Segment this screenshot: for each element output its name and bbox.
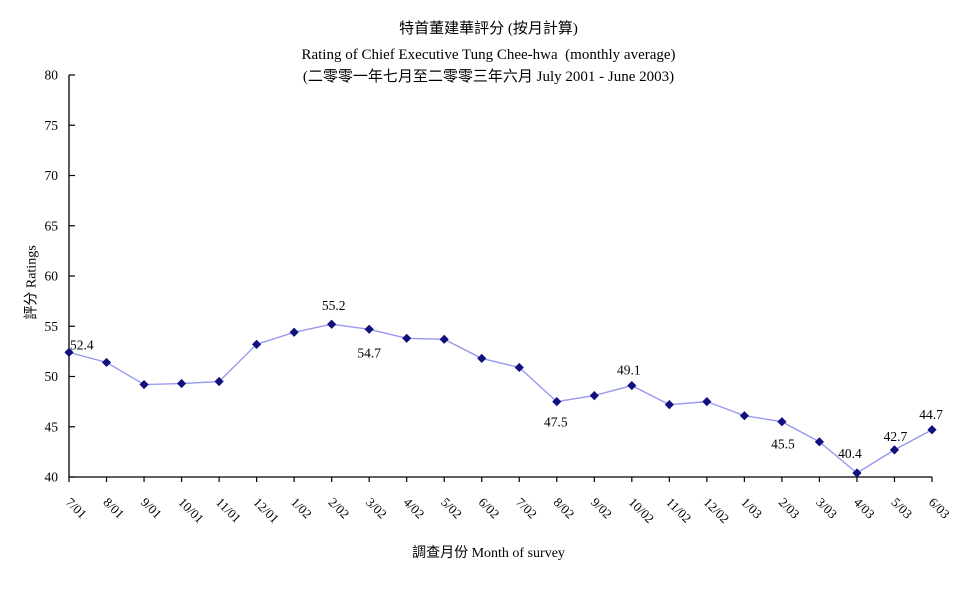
y-tick-label: 70 xyxy=(45,168,59,183)
x-tick-label: 2/02 xyxy=(326,495,353,522)
x-tick-label: 6/02 xyxy=(476,495,503,522)
x-tick-label: 9/01 xyxy=(138,495,165,522)
x-axis-title: 調查月份 Month of survey xyxy=(412,546,565,561)
data-point-marker xyxy=(176,378,187,389)
y-tick-label: 75 xyxy=(45,118,59,133)
x-tick-label: 4/03 xyxy=(851,495,878,522)
x-tick-label: 10/01 xyxy=(175,495,207,527)
x-tick-label: 9/02 xyxy=(588,495,615,522)
data-point-marker xyxy=(289,327,299,337)
x-tick-label: 10/02 xyxy=(626,495,658,527)
x-tick-label: 5/03 xyxy=(888,495,915,522)
data-point-label: 45.5 xyxy=(771,437,795,452)
x-tick-label: 11/02 xyxy=(663,495,694,526)
data-point-marker xyxy=(214,376,224,387)
data-point-marker xyxy=(852,468,862,478)
data-point-label: 54.7 xyxy=(357,345,381,360)
data-point-marker xyxy=(514,362,524,373)
data-point-label: 49.1 xyxy=(617,363,641,378)
data-point-label: 44.7 xyxy=(919,407,943,422)
data-point-label: 55.2 xyxy=(322,298,346,313)
x-tick-label: 12/02 xyxy=(701,495,733,527)
data-point-marker xyxy=(552,397,562,407)
data-point-marker xyxy=(589,390,599,401)
data-point-marker xyxy=(927,425,937,435)
x-tick-label: 2/03 xyxy=(776,495,803,522)
data-point-label: 47.5 xyxy=(544,415,568,430)
y-tick-label: 55 xyxy=(45,319,59,334)
data-point-label: 52.4 xyxy=(70,337,94,352)
data-point-label: 40.4 xyxy=(838,446,862,461)
y-tick-label: 40 xyxy=(45,470,59,485)
data-point-marker xyxy=(439,334,449,344)
x-tick-label: 8/02 xyxy=(551,495,578,522)
y-tick-label: 65 xyxy=(45,218,59,233)
chart-title-chinese: 特首董建華評分 (按月計算) xyxy=(399,21,578,37)
x-tick-label: 4/02 xyxy=(401,495,428,522)
x-tick-label: 12/01 xyxy=(250,495,282,527)
data-point-marker xyxy=(402,333,412,343)
x-tick-label: 7/01 xyxy=(63,495,90,522)
y-tick-label: 60 xyxy=(45,269,59,284)
x-tick-label: 3/02 xyxy=(363,495,390,522)
x-tick-label: 1/03 xyxy=(738,495,765,522)
x-tick-label: 8/01 xyxy=(100,495,127,522)
data-point-marker xyxy=(139,379,149,390)
x-tick-label: 7/02 xyxy=(513,495,540,522)
x-tick-label: 1/02 xyxy=(288,495,315,522)
data-point-marker xyxy=(101,357,112,368)
x-tick-label: 3/03 xyxy=(813,495,840,522)
x-tick-label: 6/03 xyxy=(926,495,953,522)
data-point-marker xyxy=(739,411,749,421)
series-line xyxy=(68,323,933,474)
y-tick-label: 45 xyxy=(45,419,59,434)
chart-subtitle-period: (二零零一年七月至二零零三年六月 July 2001 - June 2003) xyxy=(302,69,675,85)
y-tick-label: 80 xyxy=(45,68,59,83)
data-point-marker xyxy=(327,319,337,329)
data-point-marker xyxy=(627,380,637,391)
data-point-marker xyxy=(477,353,487,364)
data-point-marker xyxy=(777,417,787,427)
x-tick-label: 5/02 xyxy=(438,495,465,522)
data-point-marker xyxy=(702,397,712,407)
data-point-marker xyxy=(364,324,374,334)
x-tick-label: 11/01 xyxy=(213,495,244,526)
data-point-marker xyxy=(664,400,674,410)
data-point-marker xyxy=(889,445,900,455)
data-point-marker xyxy=(814,437,825,447)
chart-title-english: Rating of Chief Executive Tung Chee-hwa … xyxy=(301,47,676,63)
data-point-label: 42.7 xyxy=(884,429,908,444)
y-tick-label: 50 xyxy=(45,369,59,384)
data-point-marker xyxy=(252,339,262,349)
data-point-marker xyxy=(64,347,74,357)
